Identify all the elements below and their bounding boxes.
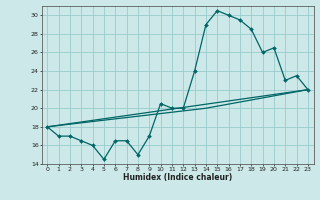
X-axis label: Humidex (Indice chaleur): Humidex (Indice chaleur) xyxy=(123,173,232,182)
